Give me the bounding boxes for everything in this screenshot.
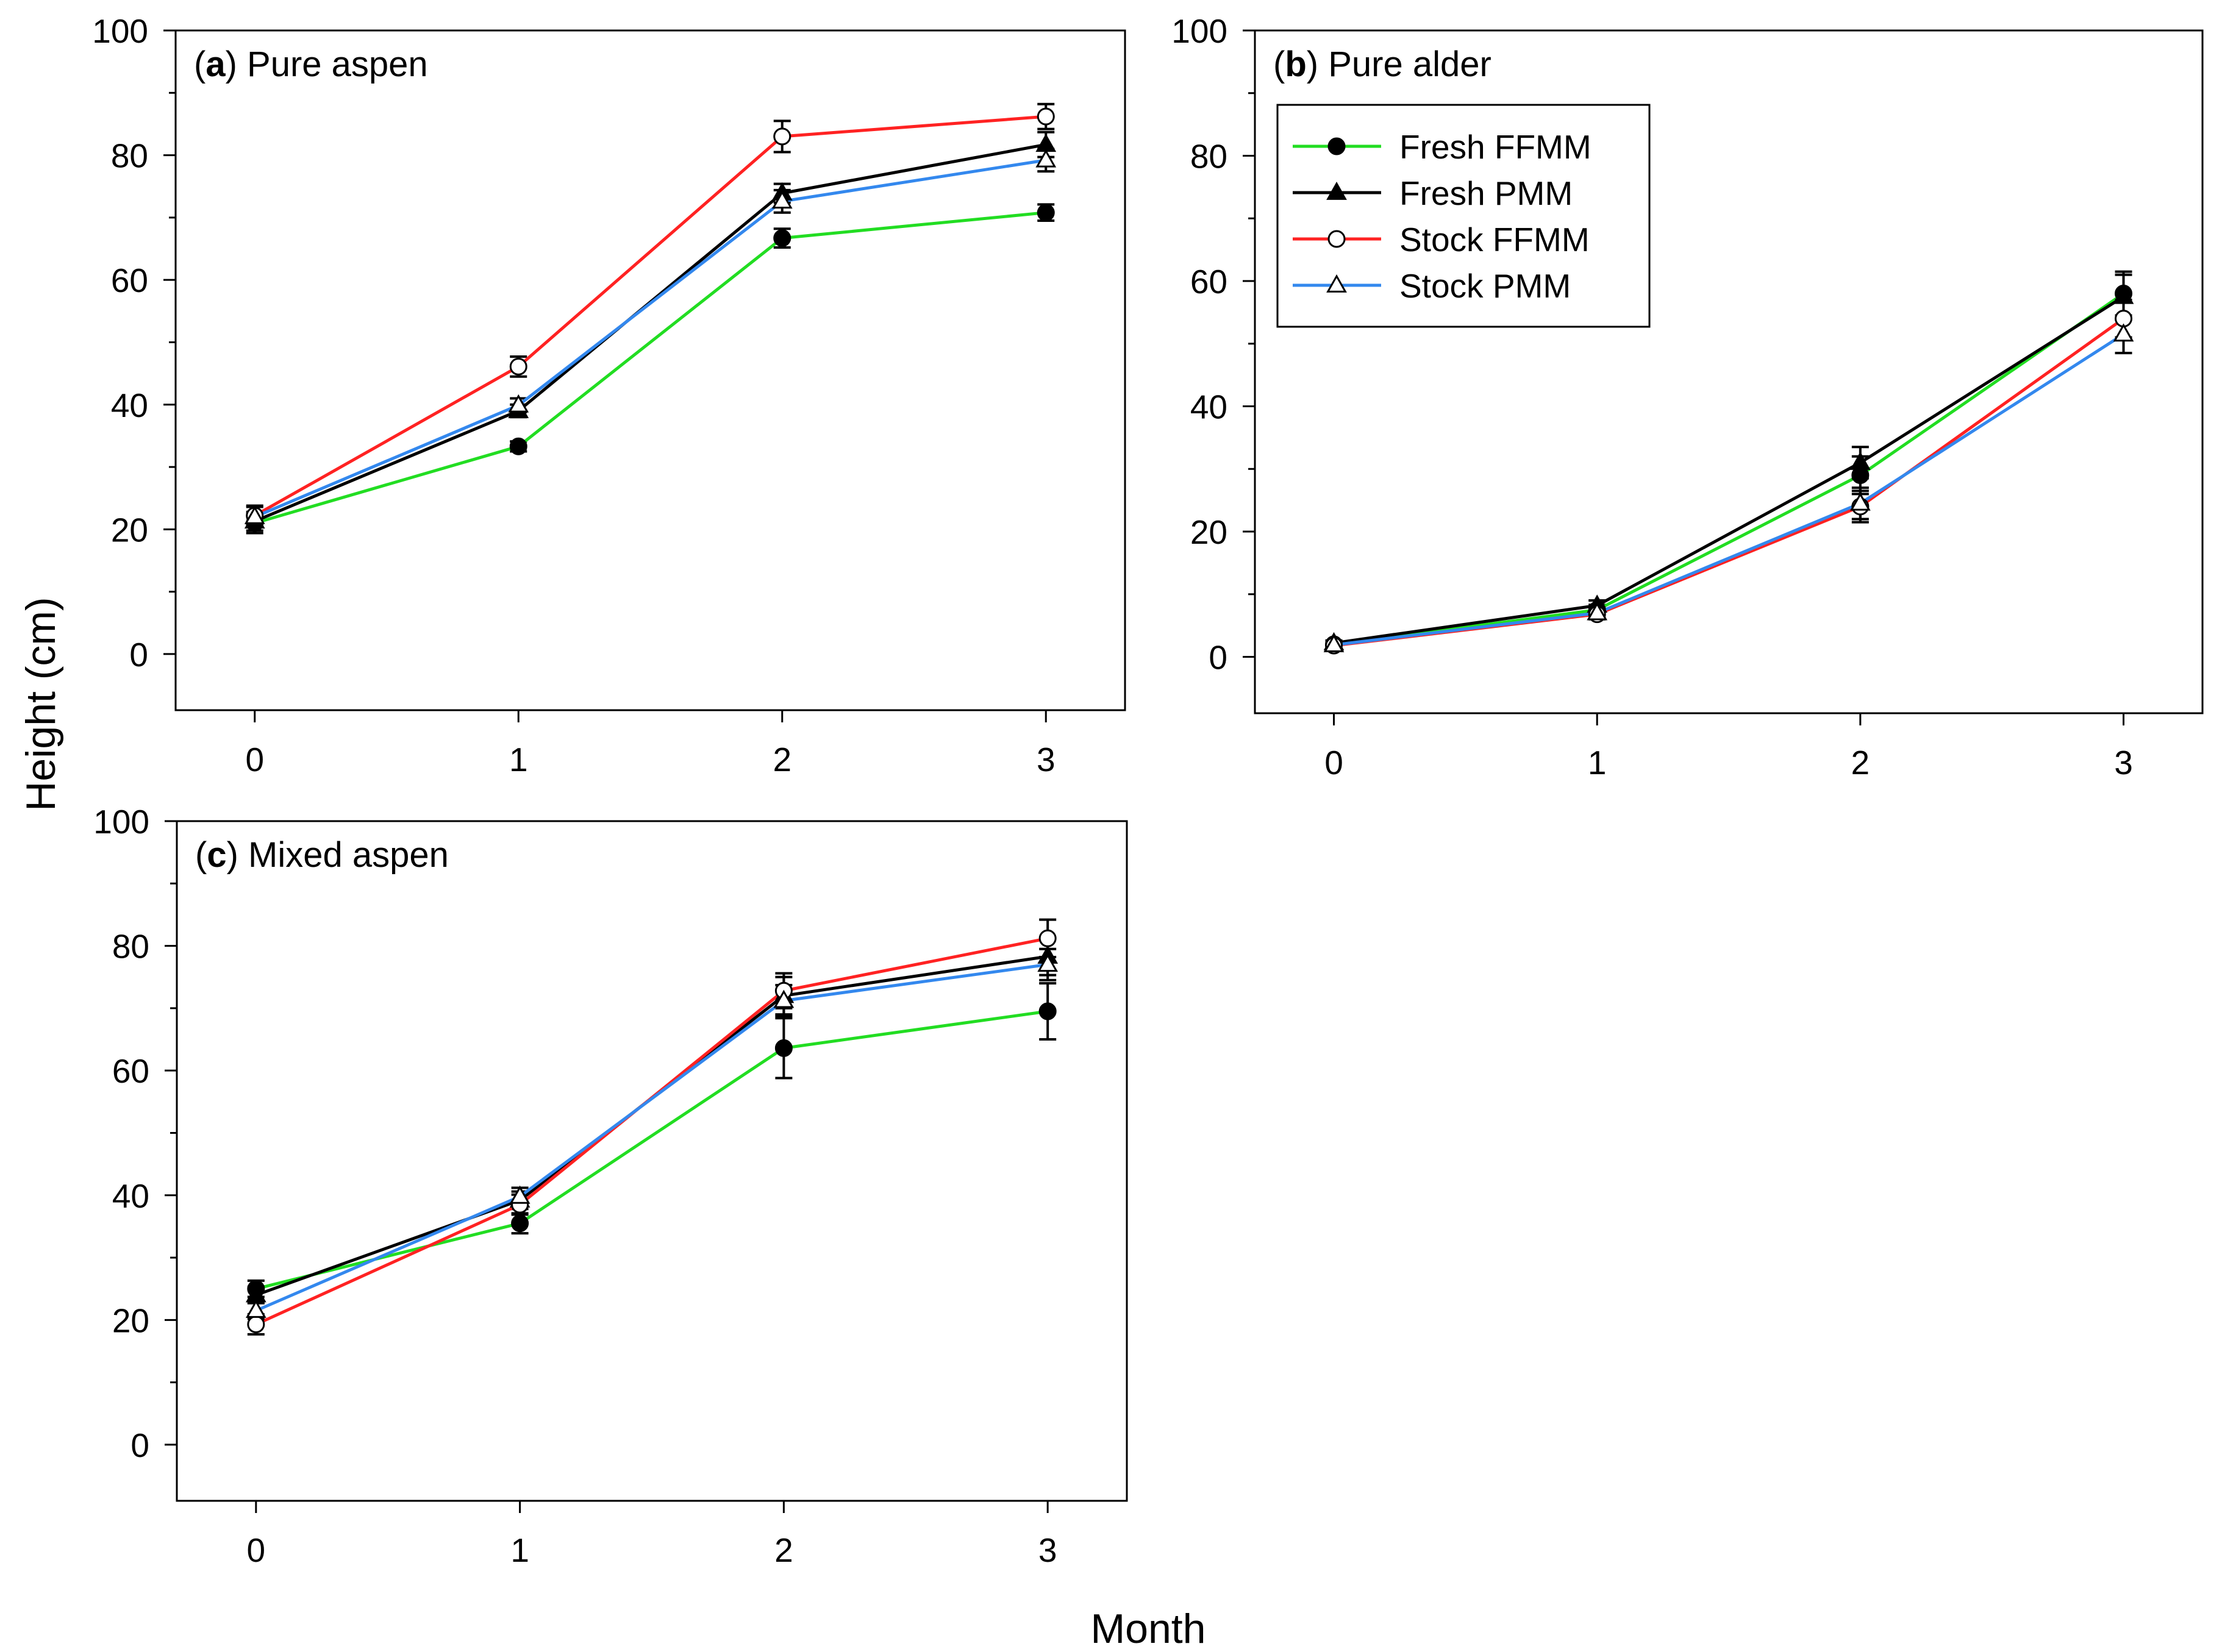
data-point-fresh-pmm — [1849, 451, 1871, 470]
panel-letter: b — [1285, 45, 1306, 84]
y-tick-label: 60 — [111, 262, 148, 299]
data-point-stock-ffmm — [1037, 107, 1055, 126]
series-line-stock-pmm — [255, 963, 1048, 1312]
series-line-fresh-ffmm — [1334, 292, 2124, 646]
data-point-stock-pmm — [773, 989, 795, 1008]
y-tick-label: 80 — [112, 928, 149, 966]
y-tick-label: 20 — [1190, 513, 1227, 551]
series-fresh-ffmm — [247, 981, 1057, 1298]
data-point-stock-pmm — [1035, 149, 1057, 168]
series-line-stock-pmm — [254, 158, 1046, 519]
legend-label: Stock FFMM — [1399, 221, 1590, 258]
y-tick-label: 40 — [112, 1177, 149, 1215]
y-tick-label: 60 — [1190, 263, 1227, 301]
y-tick-label: 0 — [129, 636, 148, 674]
legend-marker — [1327, 137, 1346, 155]
data-point-stock-pmm — [771, 190, 793, 209]
plot-frame — [1254, 29, 2204, 714]
panel-letter: a — [205, 45, 226, 84]
series-line-fresh-ffmm — [255, 1009, 1048, 1291]
y-tick-label: 100 — [92, 12, 148, 50]
x-tick-label: 1 — [509, 741, 528, 778]
legend-label: Fresh PMM — [1399, 174, 1573, 212]
x-tick-label: 2 — [1851, 744, 1870, 781]
data-point-stock-pmm — [244, 505, 265, 524]
legend: Fresh FFMM Fresh PMM Stock FFMM Stock PMM — [1276, 104, 1651, 328]
x-tick-label: 0 — [245, 741, 264, 778]
data-point-stock-ffmm — [773, 127, 791, 146]
y-tick-label: 0 — [1209, 639, 1227, 677]
x-tick-label: 3 — [1037, 741, 1056, 778]
series-line-stock-pmm — [1334, 333, 2124, 647]
data-point-stock-pmm — [1037, 953, 1059, 972]
data-point-fresh-ffmm — [509, 437, 527, 455]
panel-letter: c — [207, 835, 226, 875]
series-line-fresh-pmm — [1334, 295, 2124, 645]
y-tick-label: 40 — [1190, 388, 1227, 426]
data-point-fresh-ffmm — [1037, 204, 1055, 222]
series-line-fresh-ffmm — [254, 211, 1046, 525]
y-tick-label: 0 — [130, 1426, 149, 1464]
legend-label: Fresh FFMM — [1399, 128, 1591, 166]
panel-a-pure-aspen: 0 20 40 60 80 100 0 1 2 3 (a) Pure aspen — [92, 12, 1126, 778]
data-point-fresh-pmm — [2113, 285, 2134, 304]
data-point-fresh-ffmm — [774, 1039, 793, 1057]
panel-title: (b) Pure alder — [1273, 45, 1491, 84]
x-axis-title: Month — [1091, 1606, 1206, 1652]
x-tick-label: 0 — [1324, 744, 1343, 781]
x-tick-label: 3 — [2114, 744, 2133, 781]
panel-title: (a) Pure aspen — [194, 45, 428, 84]
y-tick-label: 40 — [111, 386, 148, 424]
y-tick-label: 100 — [93, 803, 149, 841]
x-tick-label: 2 — [774, 1531, 793, 1569]
x-tick-label: 1 — [510, 1531, 529, 1569]
x-tick-label: 0 — [247, 1531, 266, 1569]
plot-frame — [176, 820, 1128, 1502]
y-tick-label: 60 — [112, 1052, 149, 1090]
x-tick-label: 2 — [773, 741, 791, 778]
data-point-fresh-ffmm — [511, 1214, 529, 1233]
x-tick-label: 1 — [1588, 744, 1607, 781]
data-point-stock-pmm — [245, 1300, 266, 1318]
y-tick-label: 80 — [111, 137, 148, 175]
data-point-stock-pmm — [1849, 492, 1871, 511]
y-axis-title: Height (cm) — [18, 597, 64, 811]
data-point-fresh-ffmm — [1038, 1002, 1057, 1020]
panel-title: (c) Mixed aspen — [195, 835, 449, 875]
data-point-stock-ffmm — [1038, 929, 1057, 947]
y-tick-label: 80 — [1190, 138, 1227, 176]
data-point-stock-ffmm — [509, 357, 527, 376]
legend-marker — [1327, 230, 1346, 248]
legend-marker — [1326, 274, 1347, 293]
panel-b-pure-alder: 0 20 40 60 80 100 0 1 2 3 (b) Pure alder Fresh FFMM… — [1171, 12, 2204, 781]
x-tick-label: 3 — [1038, 1531, 1057, 1569]
legend-label: Stock PMM — [1399, 267, 1571, 305]
data-point-stock-pmm — [1587, 602, 1608, 621]
data-point-stock-pmm — [2113, 323, 2134, 342]
legend-marker — [1326, 181, 1347, 200]
data-point-fresh-ffmm — [773, 229, 791, 247]
series-line-stock-ffmm — [254, 115, 1046, 518]
data-point-stock-pmm — [1323, 633, 1345, 652]
plot-frame — [174, 29, 1126, 711]
y-tick-label: 20 — [111, 511, 148, 549]
data-point-stock-pmm — [508, 394, 529, 413]
data-point-stock-ffmm — [247, 1316, 265, 1334]
data-point-stock-pmm — [509, 1185, 530, 1204]
y-tick-label: 100 — [1171, 12, 1227, 50]
panel-c-mixed-aspen: 0 20 40 60 80 100 0 1 2 3 (c) Mixed aspen — [93, 803, 1128, 1569]
y-tick-label: 20 — [112, 1301, 149, 1339]
